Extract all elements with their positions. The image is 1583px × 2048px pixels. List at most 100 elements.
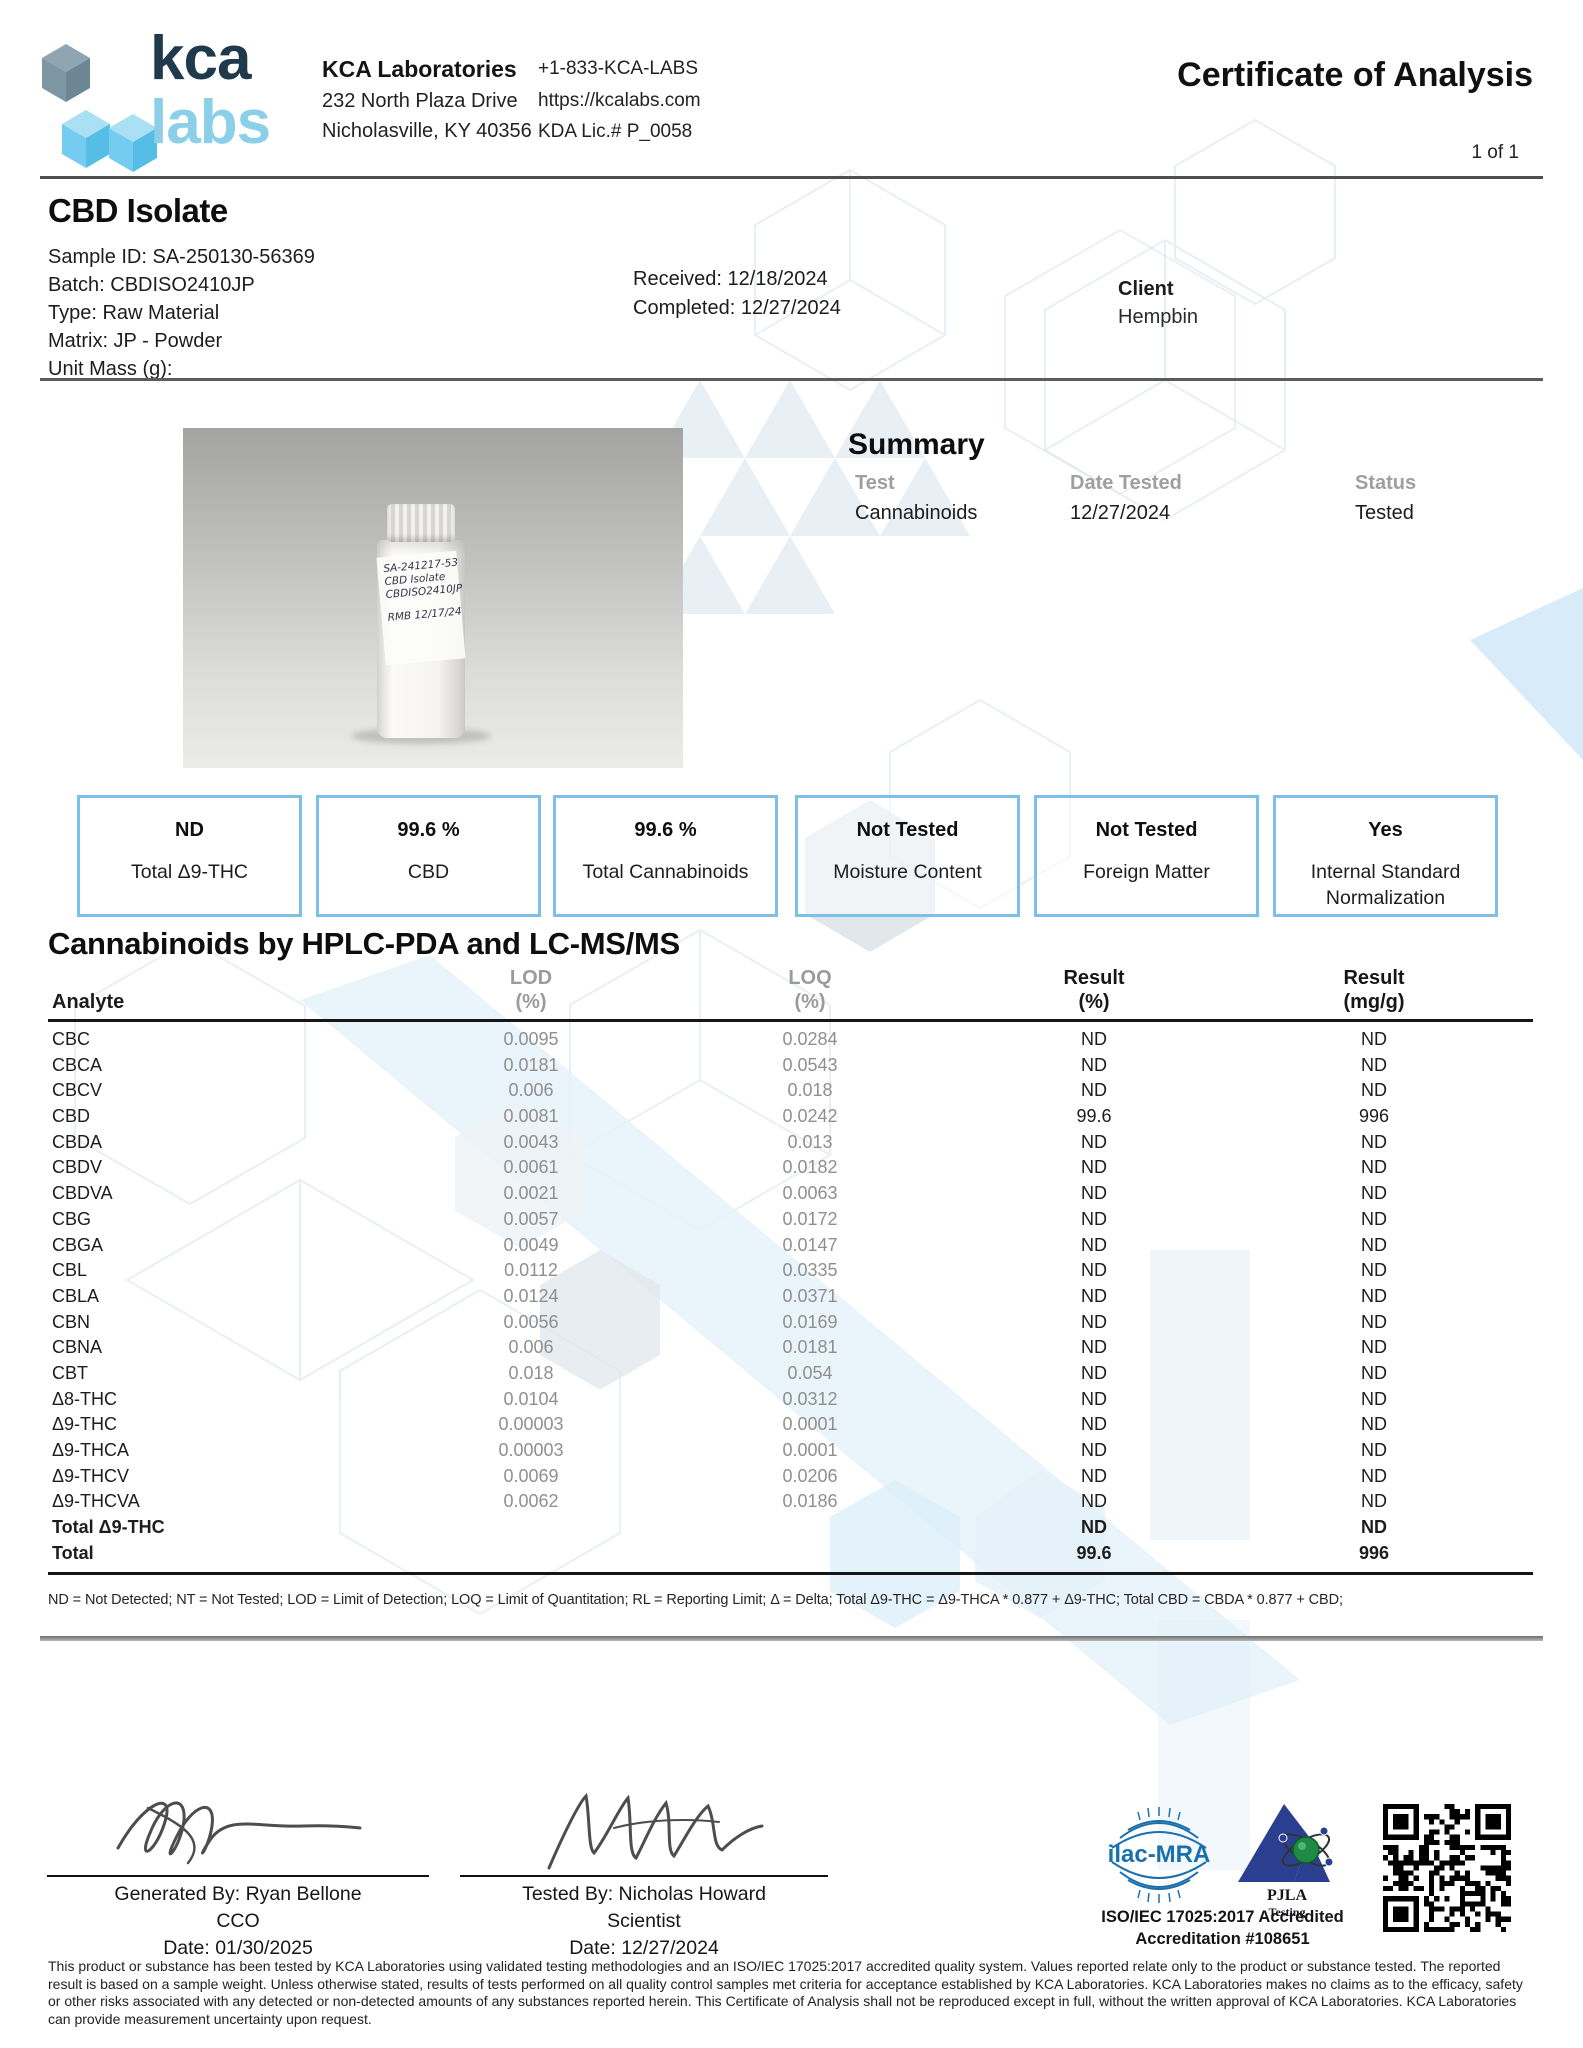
summary-test-column: Test Cannabinoids	[855, 472, 977, 525]
summary-title: Summary	[848, 428, 985, 461]
spacer-cell	[1456, 1335, 1533, 1361]
vial-label-line: RMB 12/17/24	[387, 605, 463, 624]
lod-cell: 0.006	[508, 1337, 554, 1358]
table-row: CBL 0.0112 0.0335 ND ND	[48, 1258, 1533, 1284]
result-box-istd-normalization: Yes Internal Standard Normalization	[1273, 795, 1498, 917]
result-box-total-cannabinoids: 99.6 % Total Cannabinoids	[553, 795, 778, 917]
table-row: Δ9-THCA 0.00003 0.0001 ND ND	[48, 1438, 1533, 1464]
loq-cell: 0.0371	[782, 1285, 838, 1306]
result-box-label: CBD	[407, 861, 450, 883]
client-label: Client	[1118, 278, 1174, 300]
result-mgg-cell: 996	[1358, 1106, 1390, 1127]
result-mgg-cell: ND	[1361, 1208, 1387, 1229]
analyte-cell: Total	[52, 1542, 94, 1563]
lod-cell: 0.0124	[503, 1285, 559, 1306]
loq-cell: 0.0186	[782, 1491, 838, 1512]
loq-cell: 0.0206	[782, 1465, 838, 1486]
analyte-cell: CBDA	[52, 1131, 103, 1152]
spacer-cell	[1456, 1284, 1533, 1310]
spacer-cell	[1456, 1412, 1533, 1438]
qr-code	[1383, 1804, 1511, 1932]
loq-cell: 0.0543	[782, 1054, 838, 1075]
ilac-mra-text: ilac-MRA	[1108, 1841, 1211, 1868]
result-box-cbd: 99.6 % CBD	[316, 795, 541, 917]
result-pct-cell: ND	[1081, 1517, 1107, 1538]
document-title: Certificate of Analysis	[1177, 56, 1533, 94]
cannabinoid-table-rows: CBC 0.0095 0.0284 ND ND CBCA 0.0181 0.0543 ND ND C…	[48, 1022, 1533, 1576]
result-mgg-cell: ND	[1361, 1465, 1387, 1486]
analyte-cell: CBL	[52, 1260, 88, 1281]
analyte-cell: Δ9-THCA	[52, 1440, 130, 1460]
pjla-logo: PJLA Testing	[1232, 1798, 1342, 1920]
loq-cell: 0.0182	[782, 1157, 838, 1178]
result-box-value: ND	[175, 819, 204, 841]
lod-cell: 0.0069	[503, 1465, 559, 1486]
result-pct-cell: ND	[1081, 1054, 1107, 1075]
summary-date-value: 12/27/2024	[1070, 502, 1171, 524]
result-box-value: 99.6 %	[634, 819, 697, 841]
lod-cell: 0.00003	[498, 1440, 564, 1460]
result-pct-cell: ND	[1081, 1080, 1107, 1101]
analyte-cell: Total Δ9-THC	[52, 1517, 165, 1538]
result-mgg-cell: ND	[1361, 1183, 1387, 1204]
lod-cell: 0.0043	[503, 1131, 559, 1152]
result-pct-cell: ND	[1081, 1260, 1107, 1281]
lab-address-line2: Nicholasville, KY 40356	[322, 120, 532, 142]
table-row: Δ8-THC 0.0104 0.0312 ND ND	[48, 1387, 1533, 1413]
result-box-label: Foreign Matter	[1083, 861, 1210, 883]
result-pct-cell: ND	[1081, 1388, 1107, 1409]
spacer-cell	[1456, 1464, 1533, 1490]
result-box-value: Not Tested	[856, 819, 959, 841]
lod-cell: 0.018	[508, 1362, 554, 1383]
spacer-cell	[1456, 1027, 1533, 1053]
loq-cell: 0.0284	[782, 1029, 838, 1049]
lab-name: KCA Laboratories	[322, 56, 517, 82]
result-mgg-cell: ND	[1361, 1029, 1387, 1049]
result-mgg-cell: ND	[1361, 1440, 1387, 1460]
loq-cell: 0.054	[787, 1362, 833, 1383]
lab-website[interactable]: https://kcalabs.com	[538, 90, 701, 111]
signature-ryan-bellone-icon	[116, 1801, 362, 1865]
table-row: CBGA 0.0049 0.0147 ND ND	[48, 1233, 1533, 1259]
lod-cell	[338, 1515, 724, 1541]
table-row: CBDV 0.0061 0.0182 ND ND	[48, 1155, 1533, 1181]
spacer-cell	[1456, 1541, 1533, 1567]
analyte-cell: CBT	[52, 1362, 88, 1383]
table-row: Δ9-THCV 0.0069 0.0206 ND ND	[48, 1464, 1533, 1490]
result-pct-cell: ND	[1081, 1234, 1107, 1255]
result-mgg-cell: ND	[1361, 1414, 1387, 1435]
signature-line	[460, 1875, 828, 1877]
summary-date-column: Date Tested 12/27/2024	[1070, 472, 1182, 525]
result-pct-cell: 99.6	[1076, 1542, 1112, 1563]
result-box-value: 99.6 %	[397, 819, 460, 841]
analyte-cell: CBN	[52, 1311, 91, 1332]
loq-cell: 0.0335	[782, 1260, 838, 1281]
tested-by-role: Scientist	[607, 1910, 681, 1932]
result-pct-cell: ND	[1081, 1285, 1107, 1306]
spacer-cell	[1456, 1155, 1533, 1181]
header-divider	[40, 176, 1543, 179]
table-row: Total Δ9-THC ND ND	[48, 1515, 1533, 1541]
result-box-total-d9-thc: ND Total Δ9-THC	[77, 795, 302, 917]
result-mgg-cell: ND	[1361, 1311, 1387, 1332]
pjla-name-text: PJLA	[1267, 1887, 1307, 1904]
lab-address-line1: 232 North Plaza Drive	[322, 90, 518, 112]
page-number: 1 of 1	[1471, 142, 1519, 163]
vial-handwritten-label: SA-241217-53 CBD Isolate CBDISO2410JP RM…	[376, 550, 466, 666]
analyte-cell: CBG	[52, 1208, 92, 1229]
ilac-mra-logo-icon: ilac-MRA	[1108, 1807, 1211, 1903]
result-pct-cell: ND	[1081, 1414, 1107, 1435]
loq-cell: 0.0312	[782, 1388, 838, 1409]
analyte-cell: CBCA	[52, 1054, 103, 1075]
spacer-cell	[1456, 1489, 1533, 1515]
result-mgg-cell: ND	[1361, 1054, 1387, 1075]
table-row: CBG 0.0057 0.0172 ND ND	[48, 1207, 1533, 1233]
spacer-cell	[1456, 1387, 1533, 1413]
result-mgg-cell: ND	[1361, 1080, 1387, 1101]
sample-id: Sample ID: SA-250130-56369	[48, 246, 315, 268]
spacer-cell	[1456, 1104, 1533, 1130]
summary-test-label: Test	[855, 472, 895, 494]
lod-cell: 0.0056	[503, 1311, 559, 1332]
tested-by-date: Date: 12/27/2024	[569, 1937, 719, 1959]
